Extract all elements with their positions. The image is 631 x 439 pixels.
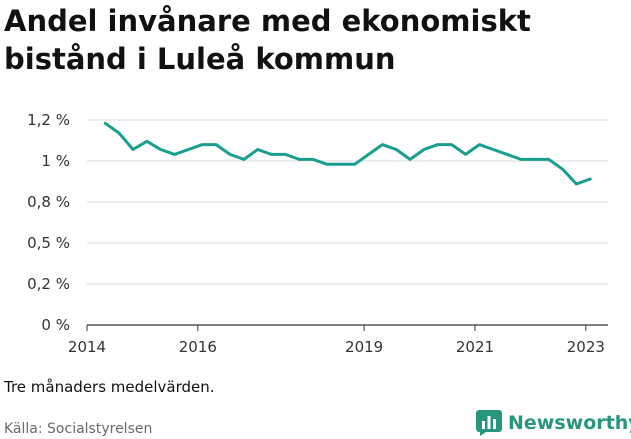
x-axis-ticks: 2014 2016 2019 2021 2023: [68, 325, 605, 356]
x-tick-label: 2023: [567, 338, 605, 356]
y-tick-label: 0 %: [41, 316, 70, 334]
y-axis-ticks: 0 % 0,2 % 0,5 % 0,8 % 1 % 1,2 %: [27, 111, 70, 334]
x-tick-label: 2019: [345, 338, 383, 356]
chart-title: Andel invånare med ekonomiskt bistånd i …: [4, 4, 531, 76]
y-tick-label: 0,2 %: [27, 275, 70, 293]
bar-chart-icon: [476, 410, 502, 436]
x-tick-label: 2016: [179, 338, 217, 356]
series-lines: [103, 121, 592, 186]
y-tick-label: 1 %: [41, 152, 70, 170]
source-credit: Källa: Socialstyrelsen: [4, 421, 153, 437]
x-tick-label: 2014: [68, 338, 106, 356]
y-tick-label: 1,2 %: [27, 111, 70, 129]
y-tick-label: 0,5 %: [27, 234, 70, 252]
x-tick-label: 2021: [456, 338, 494, 356]
chart-note: Tre månaders medelvärden.: [4, 378, 215, 396]
newsworthy-logo: Newsworthy: [476, 408, 631, 438]
grid-lines: [87, 119, 608, 285]
y-tick-label: 0,8 %: [27, 193, 70, 211]
series-line: [103, 121, 592, 186]
brand-name: Newsworthy: [508, 412, 631, 434]
